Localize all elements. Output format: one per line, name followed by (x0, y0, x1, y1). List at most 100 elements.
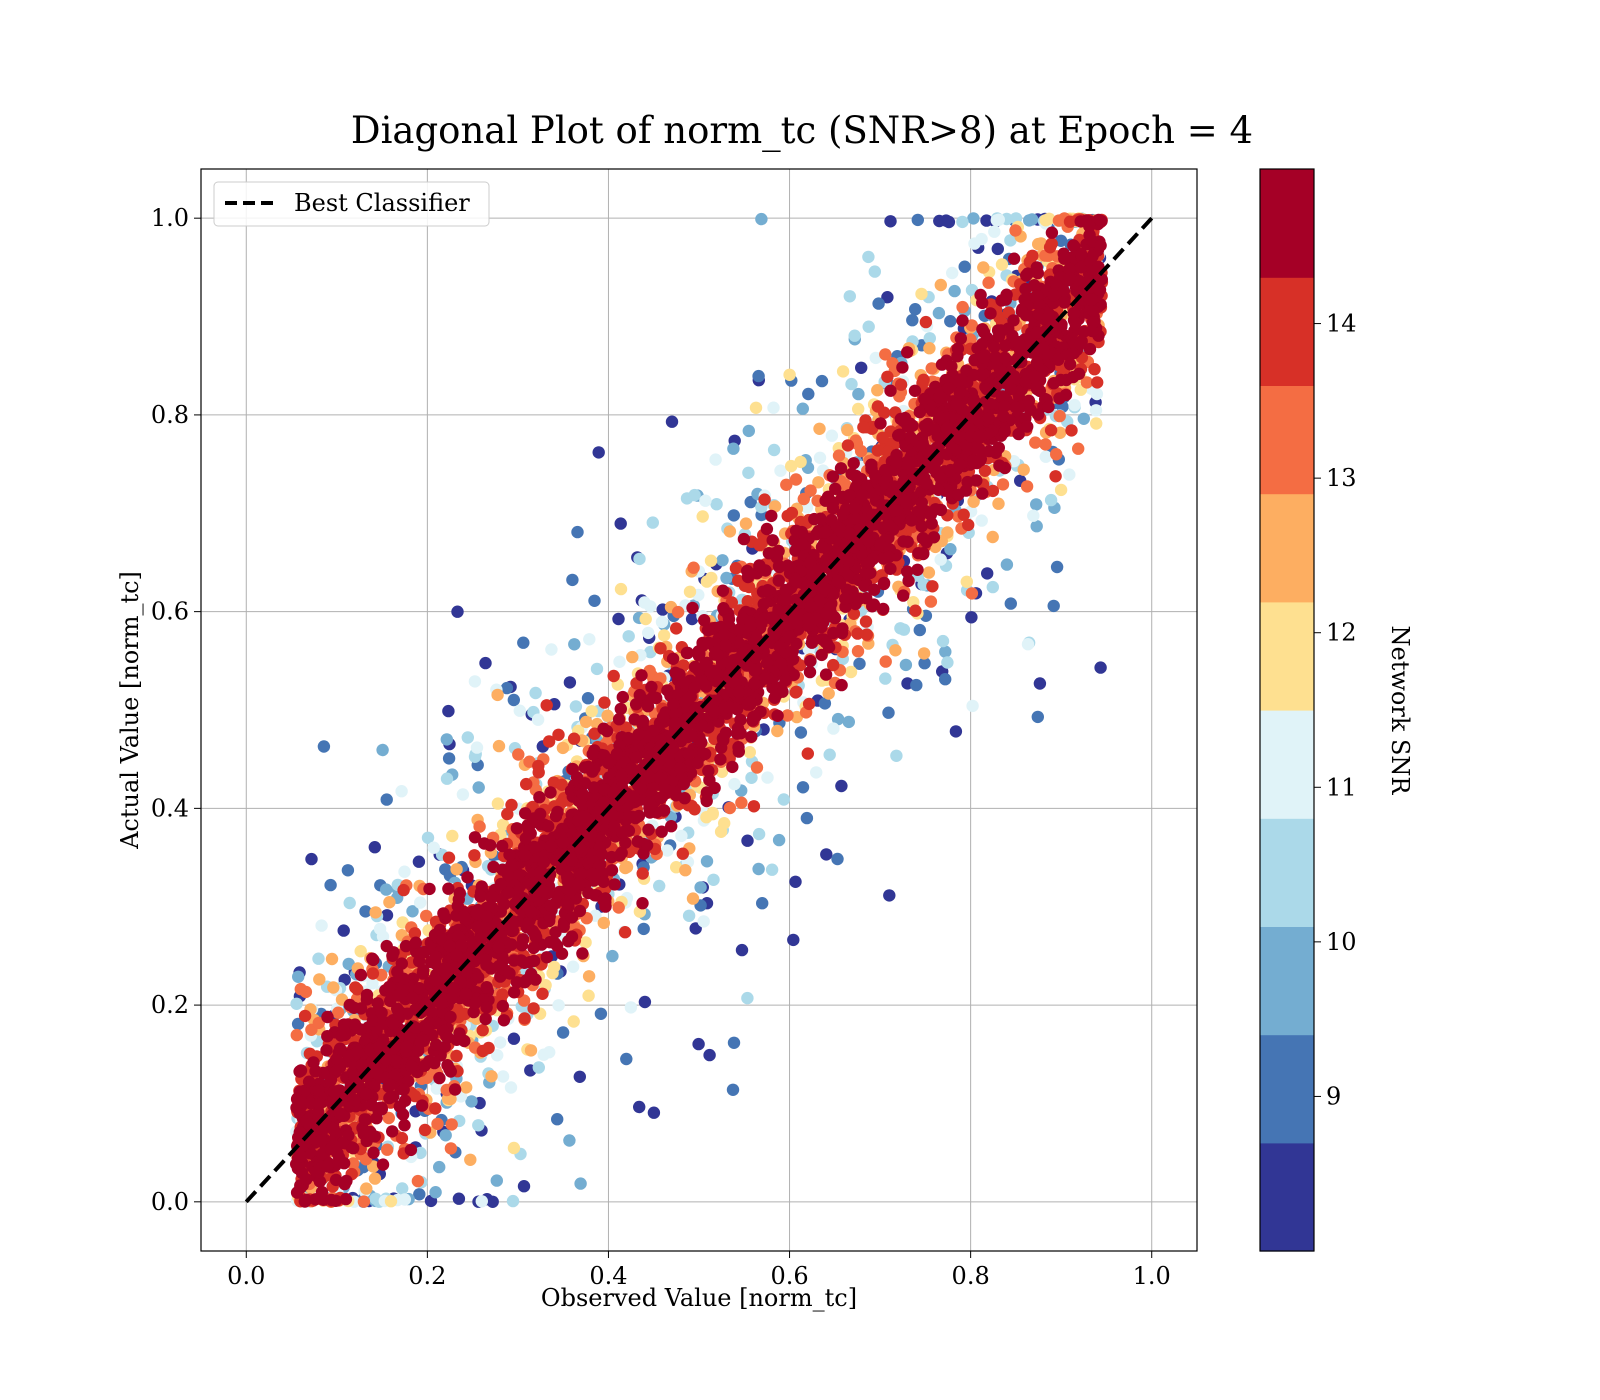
scatter-point (700, 855, 714, 868)
scatter-point (395, 785, 408, 798)
scatter-point (899, 658, 913, 672)
scatter-point (687, 561, 700, 574)
scatter-point (313, 1175, 327, 1188)
scatter-point (325, 952, 339, 966)
scatter-point (871, 384, 884, 397)
scatter-point (408, 1089, 422, 1103)
scatter-point (555, 778, 568, 791)
scatter-point (862, 250, 875, 264)
scatter-point (883, 889, 896, 902)
scatter-point (847, 607, 861, 620)
scatter-point (939, 673, 952, 686)
scatter-point (517, 1180, 531, 1193)
scatter-point (427, 841, 440, 854)
scatter-point (941, 526, 954, 539)
scatter-point (688, 488, 701, 502)
scatter-point (1054, 483, 1068, 497)
scatter-point (765, 863, 779, 876)
scatter-point (790, 685, 803, 698)
scatter-point (879, 655, 892, 668)
scatter-point (796, 781, 810, 794)
scatter-point (1027, 509, 1040, 522)
scatter-point (423, 882, 436, 896)
scatter-point (894, 378, 908, 391)
scatter-point (291, 1017, 305, 1031)
scatter-point (556, 741, 570, 755)
scatter-point (1045, 226, 1059, 239)
scatter-point (532, 759, 545, 773)
scatter-point (753, 539, 766, 552)
scatter-point (874, 417, 887, 430)
scatter-point (592, 446, 605, 459)
scatter-point (380, 883, 393, 896)
scatter-point (825, 429, 839, 442)
scatter-point (1090, 417, 1103, 430)
scatter-point (450, 1049, 463, 1063)
scatter-point (494, 1036, 507, 1049)
scatter-point (412, 855, 426, 868)
scatter-point (1053, 409, 1066, 423)
scatter-point (1031, 710, 1045, 724)
scatter-point (376, 743, 389, 757)
scatter-point (916, 532, 930, 545)
scatter-point (707, 873, 720, 886)
scatter-point (709, 453, 722, 466)
scatter-point (893, 390, 906, 403)
scatter-point (366, 977, 379, 990)
scatter-point (507, 1032, 521, 1045)
scatter-point (820, 848, 833, 861)
scatter-point (594, 1007, 608, 1020)
scatter-point (601, 709, 614, 722)
scatter-point (794, 726, 808, 739)
scatter-point (1095, 214, 1108, 228)
scatter-point (661, 844, 674, 857)
scatter-point (831, 852, 844, 866)
scatter-point (986, 484, 1000, 498)
scatter-point (679, 864, 692, 877)
scatter-point (613, 655, 626, 668)
scatter-point (774, 464, 787, 477)
scatter-point (924, 595, 938, 608)
scatter-point (491, 797, 505, 810)
scatter-point (581, 692, 595, 705)
scatter-point (597, 916, 610, 930)
scatter-point (815, 374, 829, 388)
scatter-point (456, 788, 470, 801)
scatter-point (729, 562, 743, 575)
scatter-point (704, 554, 718, 567)
scatter-point (813, 451, 827, 464)
scatter-point (767, 401, 780, 414)
scatter-point (957, 508, 970, 521)
scatter-point (430, 1038, 443, 1051)
scatter-point (813, 422, 826, 435)
scatter-point (517, 636, 530, 649)
scatter-point (879, 348, 892, 361)
scatter-point (915, 287, 928, 301)
scatter-point (612, 612, 625, 626)
scatter-point (531, 713, 545, 726)
scatter-points (290, 212, 1109, 1209)
scatter-point (978, 464, 992, 477)
scatter-point (430, 1082, 443, 1095)
scatter-point (848, 329, 861, 342)
scatter-point (1039, 438, 1052, 451)
scatter-point (373, 922, 387, 936)
scatter-point (579, 936, 592, 949)
scatter-point (884, 384, 897, 397)
scatter-point (694, 881, 707, 894)
scatter-point (797, 492, 810, 506)
scatter-point (501, 807, 514, 821)
scatter-point (555, 796, 568, 809)
scatter-point (785, 506, 799, 520)
scatter-point (772, 833, 786, 847)
scatter-point (917, 547, 930, 560)
scatter-point (1088, 363, 1101, 376)
scatter-point (485, 1070, 498, 1083)
scatter-point (857, 421, 870, 434)
scatter-point (636, 867, 649, 880)
scatter-point (686, 892, 700, 905)
scatter-point (1030, 520, 1043, 533)
scatter-point (956, 215, 969, 229)
scatter-point (563, 676, 577, 689)
scatter-point (655, 825, 668, 838)
